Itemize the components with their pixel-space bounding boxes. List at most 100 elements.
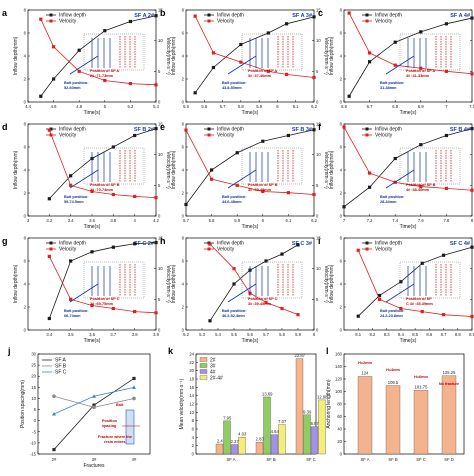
y-tick-left-label: 4 <box>182 168 185 173</box>
panel-title: SF A 3# <box>292 13 312 19</box>
panel-letter-l: l <box>326 346 329 356</box>
point-velocity <box>47 128 51 132</box>
point <box>52 394 56 399</box>
y-tick-right-label: 0 <box>158 328 161 333</box>
x-tick-label: 8.9 <box>469 332 474 337</box>
x-tick-label: 5.2 <box>127 104 133 109</box>
legend-marker <box>365 247 369 251</box>
legend-marker <box>49 19 53 23</box>
x-tick-label: 8.2 <box>370 332 376 337</box>
series-line-inflow <box>185 129 315 205</box>
inset-frame <box>83 147 145 185</box>
series-line-inflow <box>48 242 157 319</box>
point-velocity <box>69 297 73 301</box>
y-tick-right-label: 0 <box>158 100 161 105</box>
point-velocity <box>69 183 73 187</box>
x-axis-label: Time(s) <box>84 110 101 116</box>
x-axis-label: Time(s) <box>84 224 101 230</box>
point-inflow <box>90 250 94 254</box>
legend-label: 2#-4# <box>210 375 223 381</box>
point-velocity <box>296 313 300 317</box>
point-velocity <box>90 303 94 308</box>
point-velocity <box>470 188 474 192</box>
y-axis-label-right: Velocity(mm·s⁻¹) <box>323 151 329 189</box>
point-inflow <box>103 29 107 33</box>
point-inflow <box>470 16 474 20</box>
annotation: Position of SF B <box>406 183 436 187</box>
annotation: Position of SF A <box>248 69 277 73</box>
y-axis-label-right: Velocity(mm·s⁻¹) <box>165 37 171 75</box>
y-tick-left-label: 6 <box>24 259 27 264</box>
panel-title: SF C 3# <box>292 241 312 247</box>
series-line-inflow <box>343 128 473 208</box>
y-tick-label: -10 <box>30 440 37 445</box>
point-velocity <box>261 189 265 194</box>
panel-title: SF B 3# <box>292 127 312 133</box>
annotation: Bolt <box>116 403 124 407</box>
point-velocity <box>193 14 197 18</box>
annotation: Position of SF C <box>90 297 120 301</box>
inset-frame <box>241 147 303 185</box>
y-tick-right-label: 0 <box>316 100 319 105</box>
y-tick-left-label: 8 <box>182 8 185 13</box>
y-tick-left-label: 2 <box>182 191 185 196</box>
x-tick-label: 5.8 <box>279 332 285 337</box>
legend-label: Inflow depth <box>217 127 244 133</box>
annotation: H=6mm <box>414 375 428 379</box>
x-tick-label: 8.3 <box>384 332 390 337</box>
x-tick-label: 6.2 <box>311 218 317 223</box>
panel-letter-j: j <box>7 346 11 356</box>
y-tick-left-label: 2 <box>182 77 185 82</box>
x-tick-label: 6.9 <box>418 104 424 109</box>
y-tick-right-label: 15 <box>158 8 163 13</box>
y-tick-left-label: 6 <box>24 145 27 150</box>
x-tick-label: 4.6 <box>51 104 57 109</box>
y-tick-right-label: 5 <box>316 183 319 188</box>
y-tick-left-label: 0 <box>24 328 27 333</box>
y-tick-label: 5 <box>34 407 37 412</box>
y-tick-right-label: 10 <box>158 152 163 157</box>
bar <box>413 390 429 455</box>
point-velocity <box>128 82 132 86</box>
y-axis-label-left: Inflow depth(mm) <box>13 150 19 189</box>
inset-schematic <box>385 261 461 303</box>
inset-frame <box>83 261 145 299</box>
data-label: 2.4 <box>217 439 223 444</box>
x-tick-label: 5.4 <box>215 332 221 337</box>
y-tick-label: 24 <box>189 352 194 357</box>
y-tick-label: -5 <box>32 429 36 434</box>
point-inflow <box>52 77 56 81</box>
series-line-inflow <box>194 16 315 94</box>
legend-marker <box>49 127 53 131</box>
x-tick-label: 4# <box>132 457 137 462</box>
point-inflow <box>368 60 372 64</box>
point-velocity <box>154 311 158 315</box>
legend-label: Inflow depth <box>217 13 244 19</box>
bolt-arrow <box>227 169 257 189</box>
point-velocity <box>103 78 107 83</box>
panel-letter-b: b <box>160 8 166 18</box>
x-tick-label: 8.8 <box>455 332 461 337</box>
point-velocity <box>280 306 284 311</box>
y-tick-left-label: 2 <box>182 305 185 310</box>
y-tick-right-label: 5 <box>316 297 319 302</box>
x-tick-label: 3.5 <box>68 332 74 337</box>
y-tick-left-label: 0 <box>24 100 27 105</box>
data-label: 124 <box>362 371 370 376</box>
data-label: 4.03 <box>238 432 247 437</box>
data-label: 6.57 <box>311 421 320 426</box>
x-tick-label: 2# <box>52 457 57 462</box>
legend-marker <box>49 247 53 251</box>
point-inflow <box>393 156 397 161</box>
x-tick-label: 3.2 <box>46 218 52 223</box>
point-inflow <box>128 19 132 24</box>
point-velocity <box>347 11 351 15</box>
inset-frame <box>83 33 145 71</box>
y-tick-label: 2 <box>192 443 195 448</box>
x-tick-label: 5.7 <box>183 218 189 223</box>
y-tick-left-label: 4 <box>340 282 343 287</box>
point-velocity <box>399 306 403 311</box>
